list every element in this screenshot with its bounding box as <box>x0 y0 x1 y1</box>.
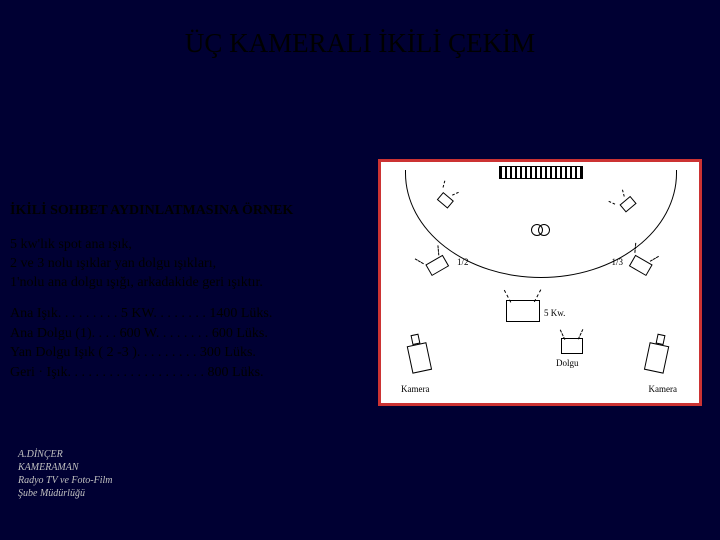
camera-right-label: Kamera <box>649 384 677 394</box>
spec-line-1: Ana Işık. . . . . . . . . 5 KW. . . . . … <box>10 304 272 324</box>
desc-line-1: 5 kw'lık spot ana ışık, <box>10 236 263 255</box>
footer-dept2: Şube Müdürlüğü <box>18 487 113 500</box>
description-block: 5 kw'lık spot ana ışık, 2 ve 3 nolu ışık… <box>10 236 263 293</box>
spec-line-4: Geri · Işık. . . . . . . . . . . . . . .… <box>10 363 272 383</box>
spec-line-3: Yan Dolgu Işık ( 2 -3 ). . . . . . . . .… <box>10 343 272 363</box>
fill-light-icon <box>561 338 583 354</box>
desc-line-2: 2 ve 3 nolu ışıklar yan dolgu ışıkları, <box>10 255 263 274</box>
camera-right-icon <box>639 332 676 381</box>
page-title: ÜÇ KAMERALI İKİLİ ÇEKİM <box>0 28 720 59</box>
desc-line-3: 1'nolu ana dolgu ışığı, arkadakide geri … <box>10 274 263 293</box>
main-light-label: 5 Kw. <box>544 308 565 318</box>
side-light-left-label: 1/2 <box>457 257 469 267</box>
side-light-right-icon <box>623 248 658 281</box>
footer-dept1: Radyo TV ve Foto-Film <box>18 474 113 487</box>
fill-light-label: Dolgu <box>556 358 579 368</box>
footer-role: KAMERAMAN <box>18 461 113 474</box>
camera-left-icon <box>401 332 438 381</box>
side-light-left-icon <box>419 248 454 281</box>
side-light-right-label: 1/3 <box>611 257 623 267</box>
specs-block: Ana Işık. . . . . . . . . 5 KW. . . . . … <box>10 304 272 382</box>
subject-icon <box>531 224 551 236</box>
subtitle: İKİLİ SOHBET AYDINLATMASINA ÖRNEK <box>10 203 293 219</box>
lighting-diagram: 1/2 1/3 5 Kw. Kamera Kamera Dolgu <box>378 159 702 406</box>
camera-left-label: Kamera <box>401 384 429 394</box>
footer-credits: A.DİNÇER KAMERAMAN Radyo TV ve Foto-Film… <box>18 448 113 500</box>
spec-line-2: Ana Dolgu (1). . . . 600 W. . . . . . . … <box>10 324 272 344</box>
main-light-icon <box>506 300 540 322</box>
footer-name: A.DİNÇER <box>18 448 113 461</box>
